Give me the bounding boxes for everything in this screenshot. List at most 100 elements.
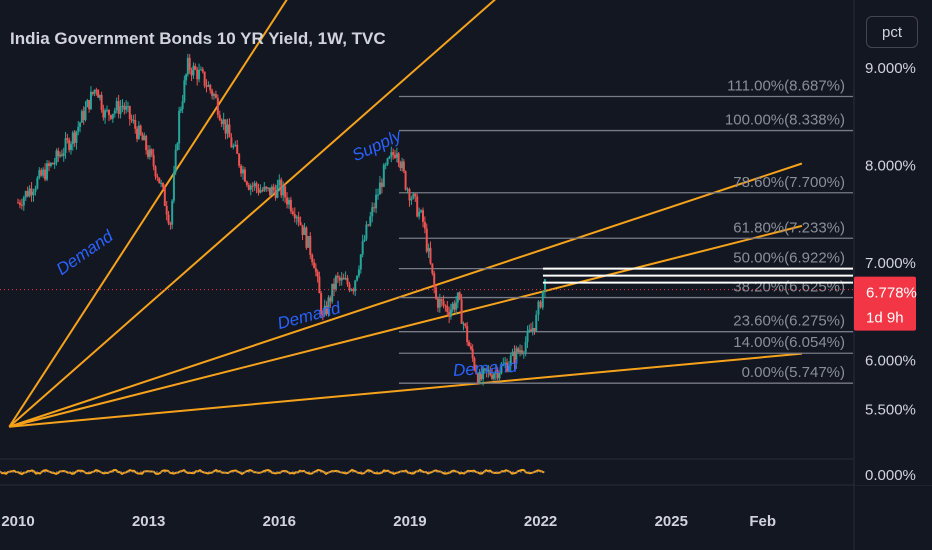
candle (66, 133, 69, 144)
candle-body (513, 351, 516, 364)
candle-body (354, 280, 357, 292)
candle-body (270, 186, 273, 196)
candle-body (167, 214, 170, 224)
candle (453, 300, 456, 313)
candle (422, 207, 425, 228)
candle-body (38, 170, 41, 178)
candle (251, 182, 254, 192)
candle (346, 275, 349, 287)
candle (28, 185, 31, 198)
candle-body (132, 120, 135, 122)
candle (145, 134, 148, 155)
candle (69, 141, 72, 155)
indicator-line (0, 468, 545, 476)
candle-body (418, 211, 421, 217)
candle-body (196, 69, 199, 80)
candle (423, 216, 426, 234)
candle-body (401, 161, 404, 169)
candle-body (53, 162, 56, 165)
candle (528, 324, 531, 333)
candle (123, 102, 126, 115)
candle (427, 243, 430, 258)
candle (30, 182, 33, 202)
candle-body (232, 146, 235, 148)
candle (455, 296, 458, 315)
candle (394, 149, 397, 159)
price-candles (17, 53, 546, 386)
candle-body (515, 348, 518, 364)
candle (399, 160, 402, 171)
time-axis[interactable]: 2010 2013 2016 2019 2022 2025 Feb (1, 513, 776, 530)
candle (420, 209, 423, 214)
candle (104, 108, 107, 124)
candle-body (107, 109, 110, 116)
candle-body (245, 181, 248, 185)
candle-body (520, 350, 523, 353)
candle-body (482, 368, 485, 380)
candle (32, 188, 35, 202)
candle-body (68, 139, 71, 150)
candle-body (253, 183, 256, 186)
candle-body (136, 128, 139, 139)
candle (456, 292, 459, 309)
candle (284, 183, 287, 203)
candle-body (91, 91, 94, 94)
candle (318, 271, 321, 294)
candle-body (325, 305, 328, 315)
candle (388, 155, 391, 160)
candle-body (247, 184, 250, 190)
fib-level-label: 23.60%(6.275%) (733, 313, 845, 330)
candle (163, 184, 166, 207)
candle (172, 165, 175, 204)
candle-body (174, 149, 177, 173)
candle (245, 180, 248, 188)
candle (80, 109, 83, 123)
candle-body (111, 113, 114, 119)
candle (464, 322, 467, 329)
candle (192, 62, 195, 79)
fan-line-0 (8, 0, 288, 428)
candle-body (309, 235, 312, 255)
candle (307, 235, 310, 248)
candle-body (139, 125, 142, 135)
candle-body (152, 154, 155, 167)
candle-body (267, 187, 270, 189)
candle-body (509, 355, 512, 366)
candle-body (163, 187, 166, 206)
candle-body (350, 289, 353, 291)
candle-body (284, 186, 287, 198)
scale-mode-button[interactable]: pct (866, 16, 918, 48)
candle (475, 364, 478, 375)
candle-body (179, 108, 182, 111)
candle (492, 372, 495, 381)
candle (161, 182, 164, 190)
candle (476, 372, 479, 385)
candle-body (469, 346, 472, 349)
price-axis[interactable]: 9.000% 8.000% 7.000% 6.000% 5.500% 0.000% (853, 0, 932, 550)
candle-body (423, 221, 426, 229)
candle-body (156, 176, 159, 178)
candle-body (543, 279, 546, 292)
fan-line-1 (8, 0, 497, 428)
candle-body (222, 119, 225, 125)
candle (494, 363, 497, 381)
candle-body (79, 122, 82, 127)
candle (513, 345, 516, 370)
candle (240, 164, 243, 177)
candle (380, 178, 383, 194)
candle-body (378, 182, 381, 195)
candle-body (176, 143, 179, 150)
candle (178, 106, 181, 151)
candle (515, 345, 518, 369)
candle (395, 147, 398, 163)
candle (509, 352, 512, 373)
candle (478, 368, 481, 385)
candle (100, 91, 103, 113)
candle-body (410, 198, 413, 201)
candle-body (113, 110, 116, 114)
candle (436, 296, 439, 313)
candle (22, 195, 25, 211)
candle (130, 114, 133, 123)
candle-body (240, 165, 243, 174)
